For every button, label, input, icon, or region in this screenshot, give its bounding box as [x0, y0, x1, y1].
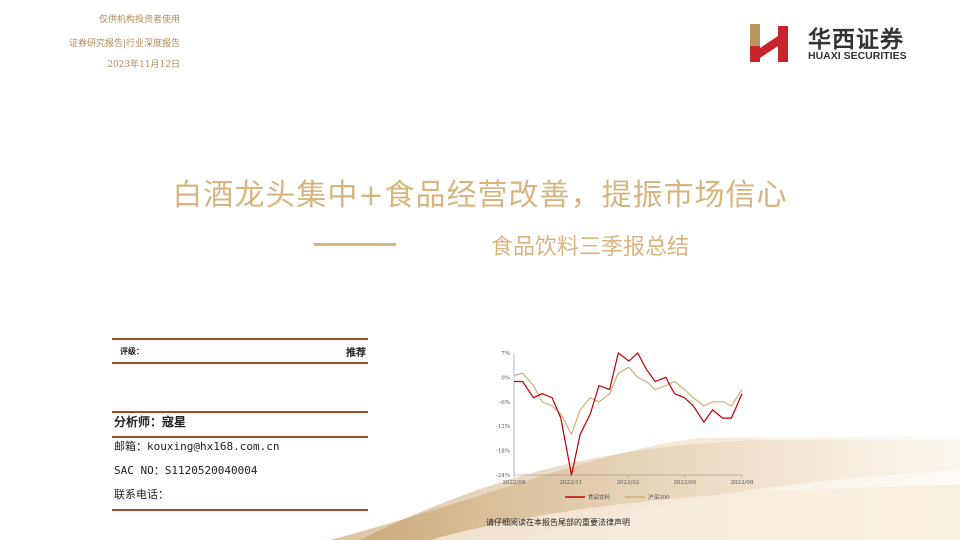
y-tick-label: -12%	[496, 424, 510, 430]
analyst-sac: SAC NO：S1120520040004	[114, 464, 258, 477]
y-tick-label: 0%	[501, 375, 510, 381]
legal-footer: 请仔细阅读在本报告尾部的重要法律声明	[486, 518, 630, 527]
subtitle-dash	[314, 243, 396, 246]
x-tick-label: 2023/02	[617, 480, 640, 486]
report-date: 2023年11月12日	[107, 60, 180, 70]
x-tick-label: 2022/08	[503, 480, 526, 486]
logo-name-en: HUAXI SECURITIES	[808, 50, 907, 62]
y-tick-label: -24%	[496, 473, 510, 479]
report-title: 白酒龙头集中+食品经营改善，提振市场信心	[172, 178, 788, 213]
performance-chart: 7% 0% -6% -12% -18% -24%2022/08 2022/11 2023/02…	[496, 351, 754, 501]
divider	[112, 436, 368, 438]
rating-label: 评级：	[120, 347, 144, 356]
series-line-沪深300	[513, 366, 743, 436]
x-tick-label: 2022/11	[560, 480, 583, 486]
divider	[112, 411, 368, 413]
y-tick-label: -18%	[496, 449, 510, 455]
report-subtitle: 食品饮料三季报总结	[490, 235, 689, 260]
logo-name-cn: 华西证券	[808, 26, 904, 53]
x-tick-label: 2023/08	[731, 480, 754, 486]
legend-label: 食品饮料	[588, 493, 611, 501]
report-type: 证券研究报告|行业深度报告	[68, 39, 180, 49]
investor-notice: 仅供机构投资者使用	[98, 15, 180, 25]
y-tick-label: 7%	[501, 351, 510, 357]
rating-value: 推荐	[346, 348, 366, 359]
huaxi-logo-icon	[750, 24, 788, 62]
analyst-phone: 联系电话：	[114, 488, 169, 501]
y-tick-label: -6%	[499, 400, 510, 406]
divider	[112, 338, 368, 340]
x-tick-label: 2023/05	[674, 480, 697, 486]
divider	[112, 362, 368, 364]
divider	[112, 509, 368, 511]
series-line-食品饮料	[514, 351, 743, 476]
analyst-name: 分析师：寇星	[114, 415, 187, 429]
analyst-email: 邮箱：kouxing@hx168.com.cn	[114, 440, 280, 453]
legend-label: 沪深300	[648, 493, 670, 501]
